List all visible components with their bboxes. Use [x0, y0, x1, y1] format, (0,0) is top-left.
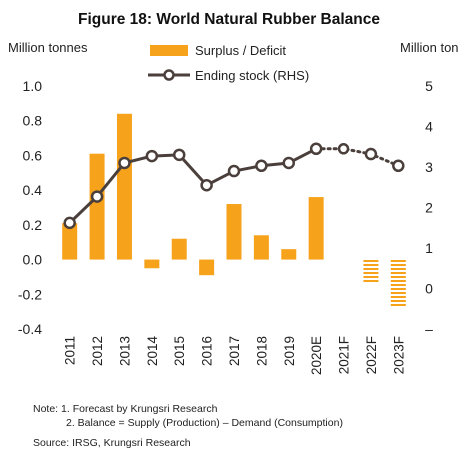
x-tick-label: 2015 [172, 336, 187, 366]
left-tick-label: 0.0 [23, 252, 43, 268]
note-line-2: 2. Balance = Supply (Production) – Deman… [66, 417, 343, 429]
left-tick-label: 0.6 [23, 147, 43, 163]
x-tick-label: 2011 [63, 336, 78, 365]
right-tick-label: 0 [425, 281, 433, 297]
line-series [63, 142, 405, 230]
stock-point-2021F [337, 143, 350, 155]
x-tick-label: 2022F [364, 336, 379, 374]
bar-2013 [116, 113, 132, 260]
stock-point-2012 [90, 190, 104, 203]
left-tick-label: 1.0 [23, 78, 43, 94]
left-tick-label: -0.4 [18, 321, 42, 337]
right-tick-label: 2 [425, 200, 433, 216]
right-tick-label: 3 [425, 159, 433, 175]
x-tick-label: 2020E [309, 336, 324, 375]
stock-point-2015 [172, 148, 186, 162]
left-tick-label: 0.4 [23, 182, 43, 198]
x-tick-label: 2013 [117, 336, 132, 366]
source-line: Source: IRSG, Krungsri Research [33, 437, 191, 449]
right-axis-unit: Million tonnes [400, 40, 459, 55]
x-tick-label: 2018 [254, 336, 269, 366]
stock-point-2020E [309, 142, 323, 156]
stock-point-2013 [118, 156, 131, 170]
left-tick-label: 0.2 [23, 217, 43, 233]
note-line-1: Note: 1. Forecast by Krungsri Research [33, 403, 218, 415]
right-axis-ticks: 5 4 3 2 1 0 – [425, 78, 433, 337]
x-tick-label: 2023F [391, 336, 406, 374]
stock-point-2022F [364, 147, 378, 161]
legend-swatch-surplus [150, 45, 188, 56]
right-tick-label: 1 [425, 240, 433, 256]
stock-point-2017 [227, 164, 241, 178]
stock-point-2011 [63, 216, 76, 230]
bar-2014 [144, 259, 160, 269]
stock-point-2016 [200, 178, 213, 192]
bar-2012 [89, 153, 105, 260]
left-tick-label: 0.8 [23, 113, 43, 129]
right-tick-label: 4 [425, 119, 433, 135]
x-tick-label: 2016 [200, 336, 215, 366]
left-tick-label: -0.2 [18, 286, 42, 302]
legend-label-stock: Ending stock (RHS) [195, 68, 309, 83]
bar-2011 [62, 223, 78, 260]
bar-2023F [390, 259, 406, 307]
bar-2022F [363, 259, 379, 283]
bar-2015 [171, 238, 187, 260]
bar-2017 [226, 204, 242, 260]
chart-title: Figure 18: World Natural Rubber Balance [78, 11, 380, 28]
stock-line-forecast [314, 147, 400, 168]
stock-line-actual [68, 147, 317, 224]
bar-series [62, 113, 406, 307]
bar-2018 [253, 235, 269, 260]
stock-point-2014 [145, 149, 159, 163]
stock-point-2018 [255, 159, 268, 173]
bar-2019 [281, 249, 297, 260]
x-tick-label: 2014 [145, 336, 160, 367]
stock-point-2023F [392, 159, 405, 173]
stock-point-2019 [282, 156, 296, 170]
right-tick-label: – [425, 321, 433, 337]
bar-2016 [199, 259, 215, 276]
x-tick-label: 2019 [282, 336, 297, 366]
legend-swatch-stock-marker [163, 69, 175, 81]
bar-2020E [308, 197, 324, 260]
x-tick-label: 2012 [90, 336, 105, 366]
left-axis-ticks: 1.0 0.8 0.6 0.4 0.2 0.0 -0.2 -0.4 [18, 78, 42, 337]
legend: Surplus / Deficit Ending stock (RHS) [148, 43, 309, 83]
right-tick-label: 5 [425, 78, 433, 94]
x-tick-label: 2017 [227, 336, 242, 366]
x-tick-label: 2021F [337, 336, 352, 374]
legend-label-surplus: Surplus / Deficit [195, 43, 286, 58]
x-axis-ticks: 2011 2012 2013 2014 2015 2016 2017 2018 2019 2020… [63, 336, 407, 376]
left-axis-unit: Million tonnes [8, 40, 88, 55]
